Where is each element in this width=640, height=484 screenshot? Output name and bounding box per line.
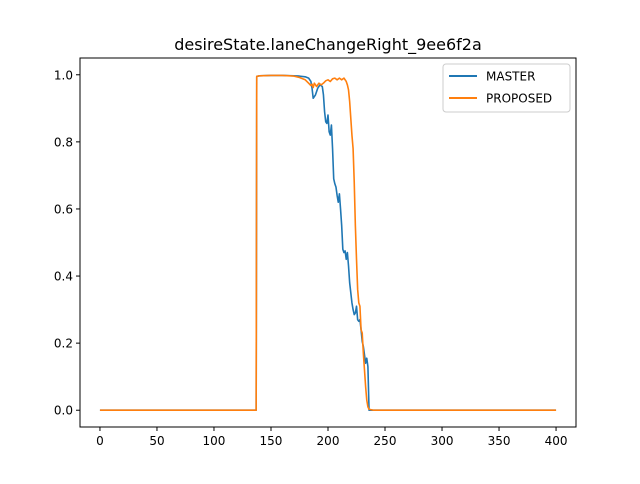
x-tick-label: 100: [203, 434, 226, 448]
y-axis-ticks: 0.0 0.2 0.4 0.6 0.8 1.0: [54, 68, 80, 418]
chart-title: desireState.laneChangeRight_9ee6f2a: [174, 35, 482, 55]
x-tick-label: 350: [488, 434, 511, 448]
y-tick-label: 0.0: [54, 404, 73, 418]
x-axis-ticks: 0 50 100 150 200 250 300 350 400: [96, 427, 567, 448]
legend: MASTER PROPOSED: [442, 63, 571, 113]
x-tick-label: 300: [431, 434, 454, 448]
y-tick-label: 0.6: [54, 202, 73, 216]
series-line-proposed: [99, 74, 557, 412]
x-tick-label: 400: [545, 434, 568, 448]
y-tick-label: 0.4: [54, 270, 73, 284]
x-tick-label: 50: [149, 434, 164, 448]
legend-label-master: MASTER: [486, 70, 535, 84]
x-tick-label: 200: [317, 434, 340, 448]
y-tick-label: 1.0: [54, 68, 73, 82]
x-tick-label: 150: [260, 434, 283, 448]
plot-series: [99, 74, 557, 412]
x-tick-label: 250: [374, 434, 397, 448]
y-tick-label: 0.2: [54, 337, 73, 351]
x-tick-label: 0: [96, 434, 104, 448]
y-tick-label: 0.8: [54, 135, 73, 149]
plot-area-frame: [79, 57, 577, 428]
legend-label-proposed: PROPOSED: [486, 92, 552, 106]
